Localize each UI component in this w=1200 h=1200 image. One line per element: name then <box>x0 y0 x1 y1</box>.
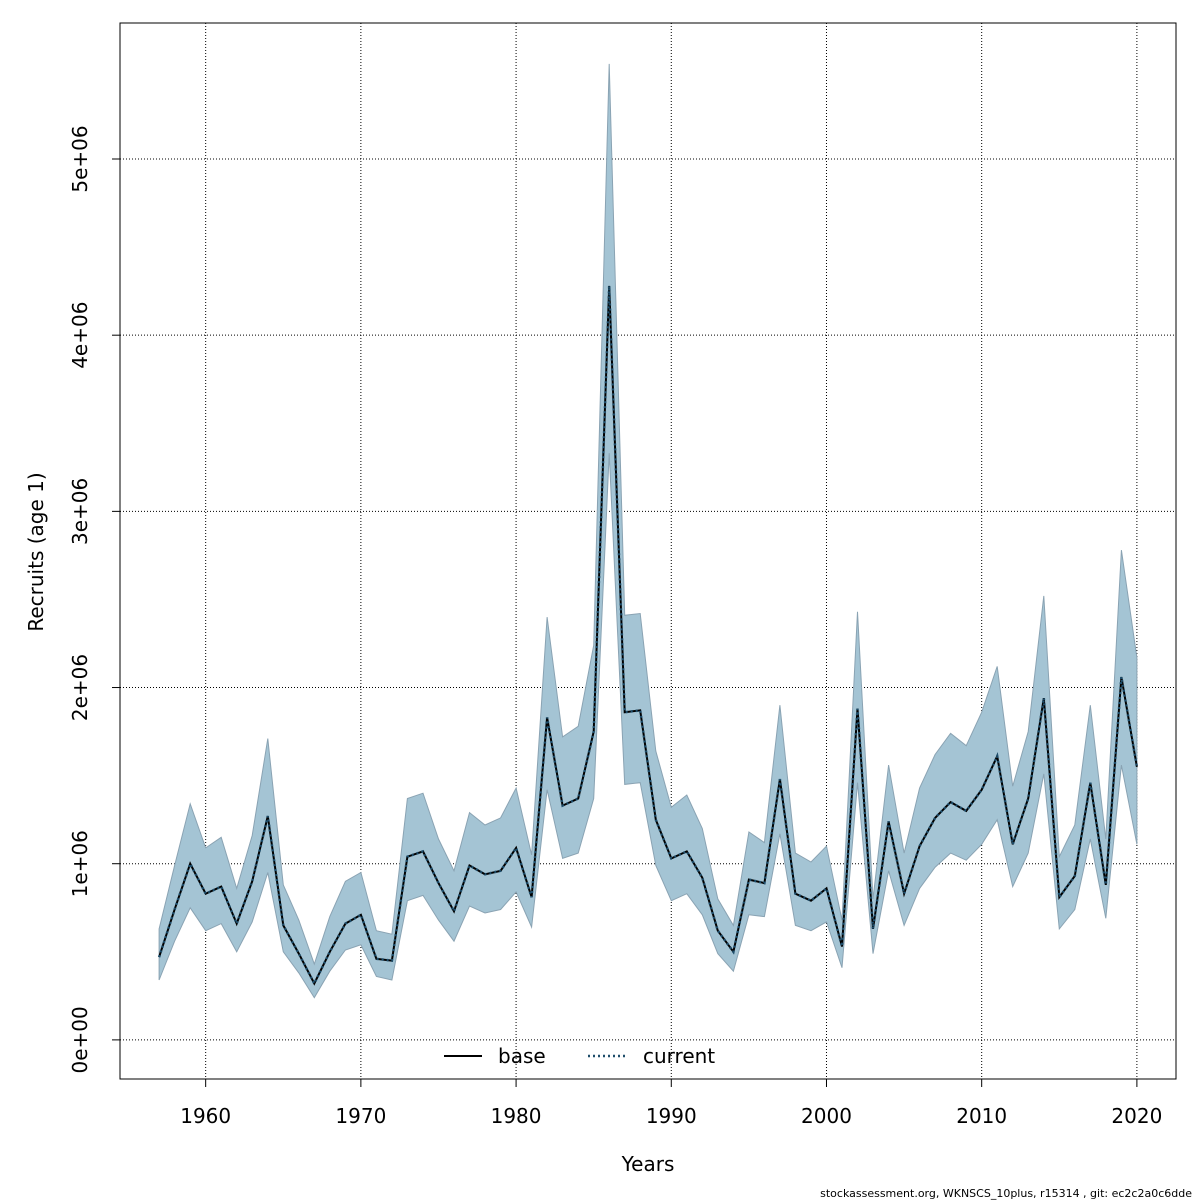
y-axis-title: Recruits (age 1) <box>24 472 48 631</box>
y-tick-label: 2e+06 <box>68 654 92 721</box>
x-axis-title: Years <box>621 1152 675 1176</box>
y-tick-label: 4e+06 <box>68 302 92 369</box>
y-tick-label: 1e+06 <box>68 830 92 897</box>
series-points-base <box>159 286 1137 984</box>
x-tick-label: 2020 <box>1111 1104 1162 1128</box>
x-tick-label: 1960 <box>180 1104 231 1128</box>
legend: base current <box>444 1044 715 1068</box>
footer-credit: stockassessment.org, WKNSCS_10plus, r153… <box>820 1187 1192 1200</box>
series-line-current <box>157 285 1139 987</box>
y-tick-label: 3e+06 <box>68 478 92 545</box>
y-tick-label: 0e+00 <box>68 1006 92 1073</box>
x-tick-label: 1970 <box>335 1104 386 1128</box>
legend-label-current: current <box>643 1044 715 1068</box>
y-tick-label: 5e+06 <box>68 125 92 192</box>
x-tick-label: 2000 <box>801 1104 852 1128</box>
legend-label-base: base <box>498 1044 546 1068</box>
y-axis: 0e+00 1e+06 2e+06 3e+06 4e+06 5e+06 <box>68 125 120 1074</box>
series-points-current <box>159 286 1137 984</box>
x-tick-label: 2010 <box>956 1104 1007 1128</box>
x-tick-label: 1980 <box>491 1104 542 1128</box>
confidence-band <box>158 63 1138 999</box>
plot-frame <box>119 22 1177 1080</box>
x-axis: 1960 1970 1980 1990 2000 2010 2020 <box>180 1079 1162 1128</box>
series-line-base <box>158 285 1138 986</box>
confidence-band-area <box>158 63 1138 999</box>
x-tick-label: 1990 <box>646 1104 697 1128</box>
series-lines <box>157 285 1139 987</box>
